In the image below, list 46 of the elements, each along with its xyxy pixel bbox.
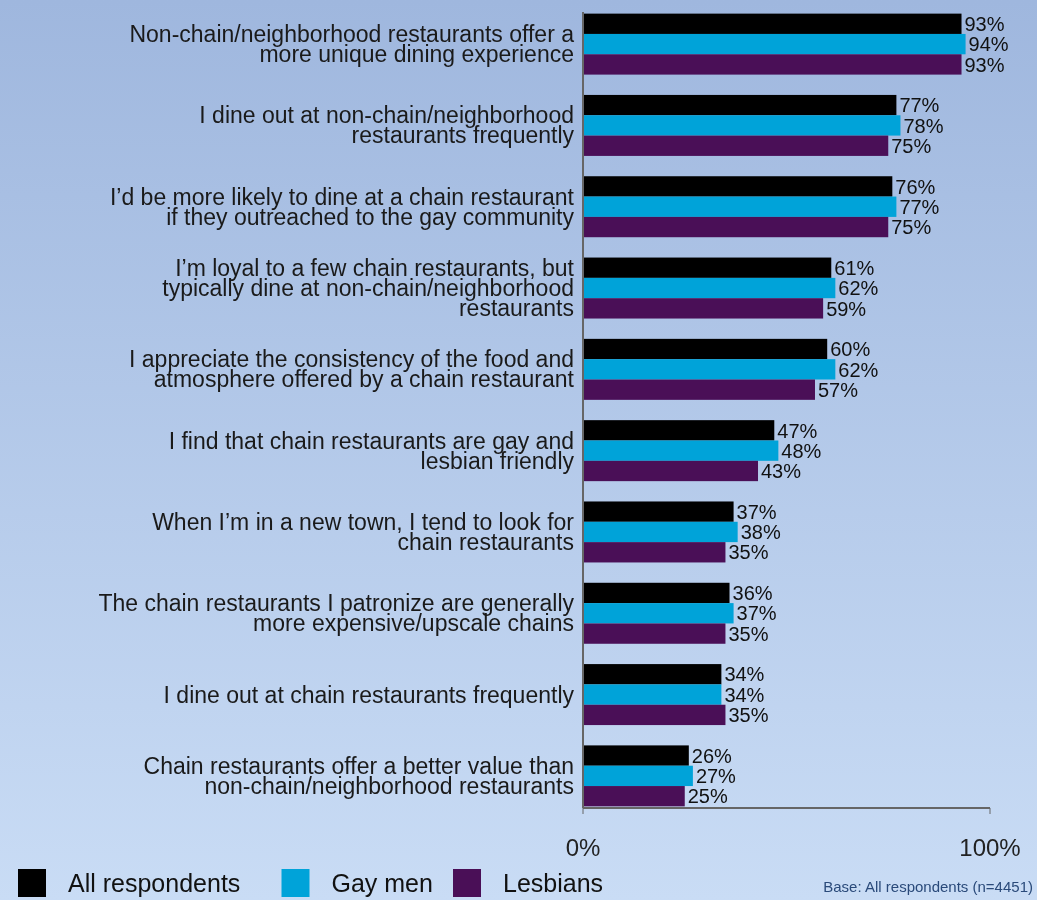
data-label: 34% (724, 663, 765, 686)
data-label: 36% (732, 582, 773, 605)
data-label: 38% (740, 521, 781, 544)
data-label: 35% (728, 704, 769, 727)
data-label: 78% (903, 114, 944, 137)
data-label: 37% (736, 602, 777, 625)
data-label: 77% (899, 94, 940, 117)
data-label: 60% (830, 338, 871, 361)
data-label: 59% (826, 297, 867, 320)
data-label: 61% (834, 256, 875, 279)
data-label: 35% (728, 541, 769, 564)
data-label: 25% (687, 785, 728, 808)
data-label: 48% (781, 439, 822, 462)
data-label: 57% (817, 378, 859, 401)
y-tick-label: I dine out at chain restaurants frequently (163, 681, 575, 708)
y-tick-label: The chain restaurants I patronize are generally more expensive/upscale chains (98, 590, 575, 637)
legend-label: Gay men (331, 868, 433, 897)
data-label: 47% (777, 419, 818, 442)
data-label: 43% (761, 460, 802, 483)
data-label: 34% (724, 683, 765, 706)
y-tick-label: I dine out at non-chain/neighborhood restaurants frequently (199, 102, 575, 149)
legend-label: All respondents (68, 868, 241, 897)
data-label: 75% (891, 134, 932, 157)
x-tick-label: 100% (959, 834, 1021, 861)
y-tick-label: Chain restaurants offer a better value than non-chain/neighborhood restaurants (143, 752, 574, 799)
x-tick-label: 0% (565, 834, 601, 861)
data-label: 93% (964, 12, 1005, 35)
y-tick-label: I appreciate the consistency of the food and atmosphere offered by a chain restaurant (129, 346, 575, 393)
legend-label: Lesbians (503, 868, 604, 897)
data-label: 93% (964, 53, 1005, 76)
data-label: 77% (899, 195, 940, 218)
data-label: 94% (968, 33, 1009, 56)
y-tick-label: I find that chain restaurants are gay and lesbian friendly (168, 427, 575, 474)
y-tick-label: Non-chain/neighborhood restaurants offer a more unique dining experience (129, 21, 575, 68)
text: Base: All respondents (n=4451) (823, 878, 1033, 895)
data-label: 76% (895, 175, 936, 198)
y-tick-label: I’d be more likely to dine at a chain restaurant if they outreached to the gay community (109, 183, 575, 230)
data-label: 62% (838, 277, 879, 300)
data-label: 26% (691, 744, 733, 767)
data-label: 35% (728, 622, 769, 645)
data-label: 37% (736, 500, 777, 523)
data-label: 62% (838, 358, 879, 381)
y-tick-label: When I’m in a new town, I tend to look for chain restaurants (152, 509, 575, 556)
data-label: 75% (891, 216, 932, 239)
y-tick-label: I’m loyal to a few chain restaurants, but typically dine at non-chain/neighborhood restaurants (162, 255, 575, 322)
data-label: 27% (695, 765, 737, 788)
